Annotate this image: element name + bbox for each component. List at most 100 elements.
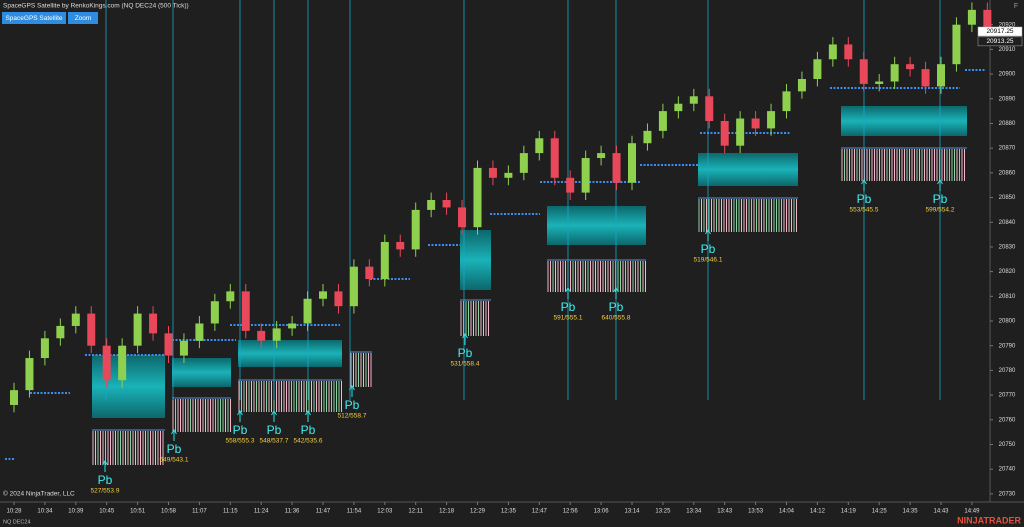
annotation-symbol: Pb <box>233 423 248 437</box>
x-tick-label: 13:14 <box>624 509 640 515</box>
candle-body <box>365 266 374 280</box>
arrow-head <box>613 287 619 293</box>
x-tick-label: 14:49 <box>964 509 980 515</box>
zone <box>172 358 231 387</box>
x-tick-label: 12:18 <box>439 509 455 515</box>
zone <box>841 106 967 136</box>
y-tick-label: 20920 <box>999 22 1016 28</box>
candle-body <box>133 313 142 346</box>
price-box <box>977 36 1023 47</box>
x-tick-label: 10:51 <box>130 509 146 515</box>
candle-body <box>272 328 281 341</box>
candle-body <box>473 167 482 228</box>
x-tick-label: 12:47 <box>532 509 548 515</box>
annotation-text: 591/555.1 <box>554 315 583 322</box>
annotation-text: 548/537.7 <box>260 438 289 445</box>
candle-body <box>782 91 791 112</box>
annotation-text: 512/558.7 <box>338 413 367 420</box>
candle-body <box>179 340 188 356</box>
arrow-head <box>349 385 355 391</box>
x-tick-label: 12:29 <box>470 509 486 515</box>
button-label[interactable]: SpaceGPS Satellite <box>5 15 62 22</box>
annotation-symbol: Pb <box>933 192 948 206</box>
x-tick-label: 10:39 <box>68 509 84 515</box>
price-label: 20917.25 <box>986 28 1013 35</box>
y-tick-label: 20740 <box>999 467 1016 473</box>
annotation-text: 640/555.8 <box>602 315 631 322</box>
annotation-symbol: Pb <box>857 192 872 206</box>
x-tick-label: 13:53 <box>748 509 764 515</box>
arrow-head <box>271 410 277 416</box>
x-tick-label: 14:19 <box>841 509 857 515</box>
x-tick-label: 14:04 <box>779 509 795 515</box>
candle-body <box>937 64 945 87</box>
x-tick-label: 11:47 <box>316 509 331 515</box>
candle-body <box>56 325 65 339</box>
candle-body <box>751 118 760 129</box>
arrow-head <box>305 410 311 416</box>
candle-body <box>10 390 18 405</box>
candle-body <box>241 291 250 331</box>
candle-body <box>581 158 590 193</box>
candle-body <box>643 130 652 144</box>
arrow-head <box>102 460 108 466</box>
annotation-text: 519/546.1 <box>694 257 723 264</box>
button[interactable] <box>2 12 66 24</box>
button[interactable] <box>68 12 98 24</box>
y-tick-label: 20820 <box>999 269 1016 275</box>
candle-body <box>535 138 544 154</box>
candle-body <box>349 266 358 307</box>
candle-body <box>828 44 837 60</box>
x-tick-label: 11:15 <box>223 509 238 515</box>
arrow-head <box>937 179 943 185</box>
candle-body <box>380 241 389 280</box>
candle-body <box>303 298 312 324</box>
arrow-head <box>462 333 468 339</box>
candle-body <box>102 345 111 381</box>
y-tick-label: 20780 <box>999 368 1016 374</box>
annotation-text: 542/535.6 <box>294 438 323 445</box>
x-tick-label: 10:28 <box>6 509 22 515</box>
zone <box>460 230 491 290</box>
x-tick-label: 10:34 <box>37 509 53 515</box>
annotation-symbol: Pb <box>609 300 624 314</box>
brand: NINJATRADER <box>957 515 1021 525</box>
y-tick-label: 20840 <box>999 220 1016 226</box>
candle-body <box>458 207 467 228</box>
x-tick-label: 11:07 <box>192 509 207 515</box>
annotation-text: 649/543.1 <box>160 457 189 464</box>
y-tick-label: 20810 <box>999 294 1016 300</box>
candle-body <box>442 200 451 208</box>
candle-body <box>736 118 745 146</box>
chart-title: SpaceGPS Satellite by RenkoKings.com (NQ… <box>3 3 189 10</box>
y-tick-label: 20900 <box>999 72 1016 78</box>
copyright: © 2024 NinjaTrader, LLC <box>3 490 75 498</box>
x-tick-label: 13:25 <box>655 509 671 515</box>
candle-body <box>149 313 158 334</box>
y-tick-label: 20790 <box>999 343 1016 349</box>
corner-button[interactable]: F <box>1014 3 1018 10</box>
zone <box>547 206 646 245</box>
price-box <box>977 26 1023 37</box>
y-tick-label: 20890 <box>999 96 1016 102</box>
candle-body <box>689 96 698 104</box>
annotation-symbol: Pb <box>267 423 282 437</box>
candle-body <box>427 200 436 210</box>
y-tick-label: 20800 <box>999 319 1016 325</box>
x-tick-label: 14:12 <box>810 509 826 515</box>
candle-body <box>504 172 513 178</box>
candle-body <box>71 313 80 326</box>
arrow-head <box>705 229 711 235</box>
candle-body <box>334 291 343 307</box>
instrument: NQ DEC24 <box>3 519 31 525</box>
price-label: 20913.25 <box>986 38 1013 45</box>
button-label[interactable]: Zoom <box>75 15 92 22</box>
x-tick-label: 10:45 <box>99 509 115 515</box>
annotation-text: 599/554.2 <box>926 207 955 214</box>
annotation-text: 558/555.3 <box>226 438 255 445</box>
candle-body <box>983 9 992 30</box>
y-tick-label: 20870 <box>999 146 1016 152</box>
candle-body <box>921 69 930 87</box>
x-tick-label: 11:24 <box>254 509 269 515</box>
